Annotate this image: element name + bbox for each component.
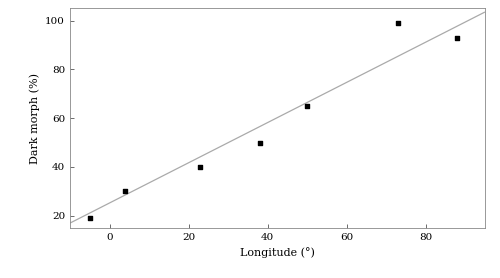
Point [454, 35, 462, 40]
Point [122, 189, 130, 193]
Point [86, 216, 94, 220]
Point [303, 104, 311, 108]
X-axis label: Longitude (°): Longitude (°) [240, 247, 315, 258]
Point [256, 140, 264, 145]
Point [196, 165, 204, 169]
Point [394, 21, 402, 25]
Y-axis label: Dark morph (%): Dark morph (%) [29, 73, 40, 164]
